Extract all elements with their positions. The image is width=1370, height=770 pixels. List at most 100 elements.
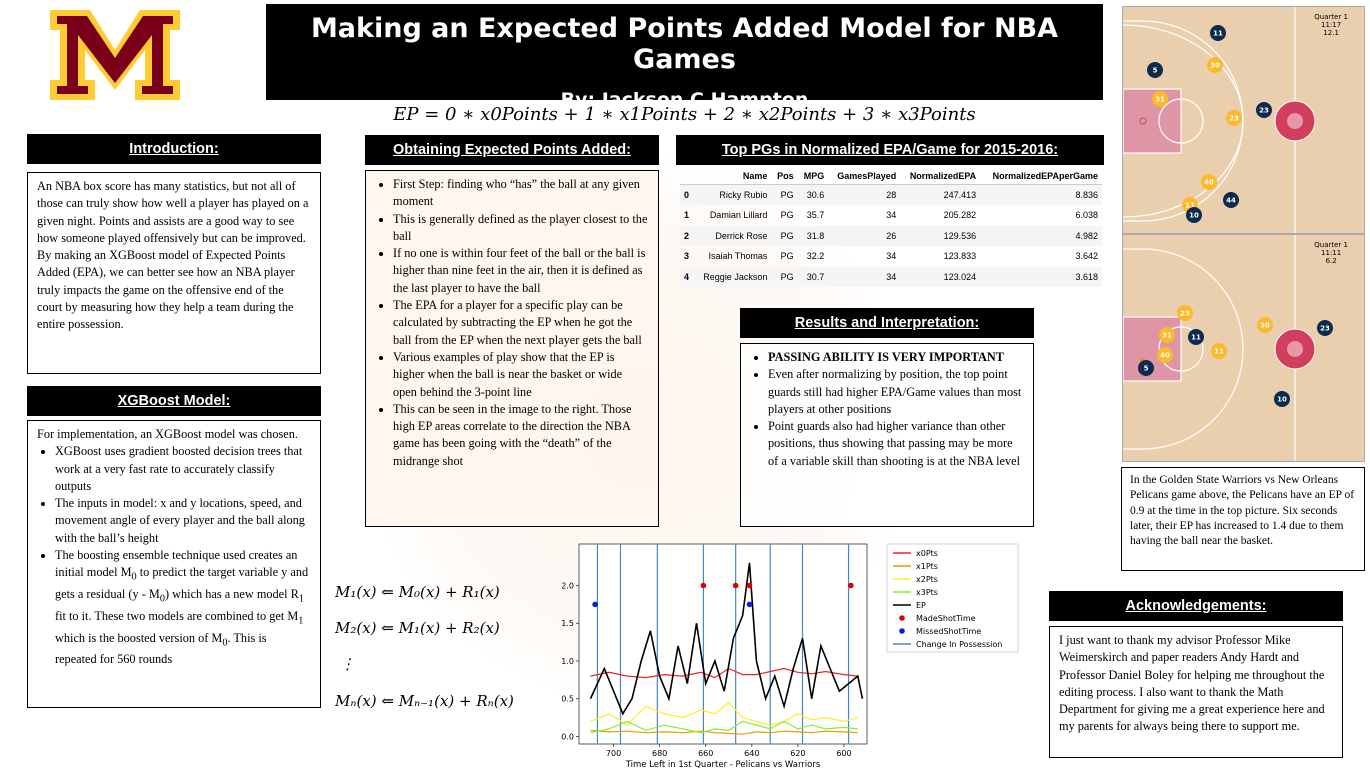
results-box: PASSING ABILITY IS VERY IMPORTANT Even a… — [740, 343, 1034, 527]
results-list: PASSING ABILITY IS VERY IMPORTANT Even a… — [750, 349, 1024, 470]
court-caption: In the Golden State Warriors vs New Orle… — [1130, 474, 1355, 548]
player-marker — [1223, 192, 1239, 208]
player-marker — [1211, 343, 1227, 359]
top-pgs-table: Name Pos MPG GamesPlayed NormalizedEPA N… — [680, 168, 1102, 287]
obtaining-list: First Step: finding who “has” the ball a… — [375, 176, 649, 470]
xgboost-heading: XGBoost Model: — [27, 386, 321, 416]
player-number: 40 — [1204, 179, 1214, 187]
list-item: If no one is within four feet of the bal… — [393, 245, 649, 297]
x-tick-label: 600 — [836, 749, 851, 758]
y-tick-label: 1.5 — [561, 619, 574, 628]
table-row: 0 Ricky Rubio PG 30.6 28 247.413 8.836 — [680, 184, 1102, 205]
y-tick-label: 2.0 — [561, 582, 574, 591]
column-header: Pos — [771, 168, 798, 185]
university-logo — [50, 10, 180, 100]
player-marker — [1210, 25, 1226, 41]
column-header: Name — [693, 168, 772, 185]
y-tick-label: 0.0 — [561, 732, 574, 741]
column-header — [680, 168, 694, 185]
player-marker — [1147, 62, 1163, 78]
player-number: 23 — [1180, 310, 1190, 318]
made-shot-point — [732, 582, 739, 589]
player-marker — [1159, 327, 1175, 343]
series-line-x2pts — [590, 701, 858, 726]
player-number: 30 — [1260, 322, 1270, 330]
series-line-x0pts — [590, 667, 858, 679]
player-marker — [1152, 91, 1168, 107]
list-item: The inputs in model: x and y locations, … — [55, 495, 311, 547]
player-number: 11 — [1213, 30, 1223, 38]
player-number: 11 — [1185, 202, 1195, 210]
legend-swatch — [899, 615, 905, 621]
player-number: 10 — [1189, 212, 1199, 220]
missed-shot-point — [746, 601, 753, 608]
obtaining-heading: Obtaining Expected Points Added: — [365, 135, 659, 165]
legend-box — [886, 543, 1019, 653]
player-number: 11 — [1191, 334, 1201, 342]
y-tick-label: 0.5 — [561, 695, 574, 704]
acknowledgements-text: I just want to thank my advisor Professo… — [1059, 633, 1325, 734]
acknowledgements-box: I just want to thank my advisor Professo… — [1049, 626, 1343, 758]
legend-label: MadeShotTime — [916, 614, 976, 623]
table-row: 4 Reggie Jackson PG 30.7 34 123.024 3.618 — [680, 266, 1102, 287]
x-tick-label: 620 — [790, 749, 805, 758]
player-number: 10 — [1277, 396, 1287, 404]
column-header: NormalizedEPA — [900, 168, 981, 185]
player-marker — [1157, 347, 1173, 363]
list-item: XGBoost uses gradient boosted decision t… — [55, 443, 311, 495]
court-bottom: 23 30 31 11 40 11 5 23 10 Quarter 1 11:11 6.2 — [1122, 234, 1365, 462]
obtaining-box: First Step: finding who “has” the ball a… — [365, 170, 659, 527]
court-bottom-svg: 23 30 31 11 40 11 5 23 10 — [1123, 235, 1333, 461]
legend-label: MissedShotTime — [916, 627, 981, 636]
list-item: Even after normalizing by position, the … — [768, 366, 1024, 418]
xgboost-intro: For implementation, an XGBoost model was… — [37, 427, 298, 441]
court-caption-box: In the Golden State Warriors vs New Orle… — [1121, 467, 1365, 571]
list-item: This can be seen in the image to the rig… — [393, 401, 649, 470]
x-tick-label: 660 — [698, 749, 713, 758]
list-item: First Step: finding who “has” the ball a… — [393, 176, 649, 211]
player-marker — [1177, 305, 1193, 321]
player-marker — [1188, 329, 1204, 345]
court-top-svg: 11 5 30 31 23 23 40 11 10 44 — [1123, 7, 1316, 233]
legend-label: EP — [916, 601, 926, 610]
table-row: 3 Isaiah Thomas PG 32.2 34 123.833 3.642 — [684, 251, 1098, 262]
column-header: GamesPlayed — [828, 168, 901, 185]
list-item: The boosting ensemble technique used cre… — [55, 547, 311, 669]
player-number: 30 — [1210, 62, 1220, 70]
player-marker — [1317, 320, 1333, 336]
court-bottom-clock: Quarter 1 11:11 6.2 — [1314, 241, 1348, 265]
list-item: Various examples of play show that the E… — [393, 349, 649, 401]
list-item: This is generally defined as the player … — [393, 211, 649, 246]
y-tick-label: 1.0 — [561, 657, 574, 666]
poster-author: By: Jackson C Hampton — [560, 89, 809, 111]
intro-box: An NBA box score has many statistics, bu… — [27, 172, 321, 374]
table-row: 1 Damian Lillard PG 35.7 34 205.282 6.038 — [684, 210, 1098, 221]
x-axis-label: Time Left in 1st Quarter - Pelicans vs W… — [625, 760, 821, 768]
equation-dots: ⋮ — [340, 655, 355, 673]
column-header: NormalizedEPAperGame — [980, 168, 1102, 185]
player-number: 23 — [1259, 107, 1269, 115]
series-line-ep — [589, 562, 864, 716]
player-number: 5 — [1144, 365, 1149, 373]
table-header-row: Name Pos MPG GamesPlayed NormalizedEPA N… — [680, 168, 1102, 185]
legend-swatch — [899, 628, 905, 634]
plot-area — [578, 543, 868, 745]
intro-text: An NBA box score has many statistics, bu… — [37, 179, 309, 332]
top-pgs-heading: Top PGs in Normalized EPA/Game for 2015-… — [676, 135, 1104, 165]
series-line-x3pts — [590, 720, 858, 734]
player-number: 40 — [1160, 352, 1170, 360]
missed-shot-point — [592, 601, 598, 608]
player-marker — [1186, 207, 1202, 223]
player-marker — [1257, 317, 1273, 333]
player-number: 31 — [1162, 332, 1172, 340]
list-item: The EPA for a player for a specific play… — [393, 297, 649, 349]
court-top: 11 5 30 31 23 23 40 11 10 44 Quarter 1 11:17 12.1 — [1122, 6, 1365, 234]
legend-label: x2Pts — [916, 575, 938, 584]
player-marker — [1138, 360, 1154, 376]
made-shot-point — [700, 582, 707, 589]
table-row: 2 Derrick Rose PG 31.8 26 129.536 4.982 — [680, 225, 1102, 246]
legend-label: x3Pts — [916, 588, 938, 597]
player-marker — [1201, 174, 1217, 190]
xgboost-list: XGBoost uses gradient boosted decision t… — [37, 443, 311, 668]
court-top-clock: Quarter 1 11:17 12.1 — [1314, 13, 1348, 37]
